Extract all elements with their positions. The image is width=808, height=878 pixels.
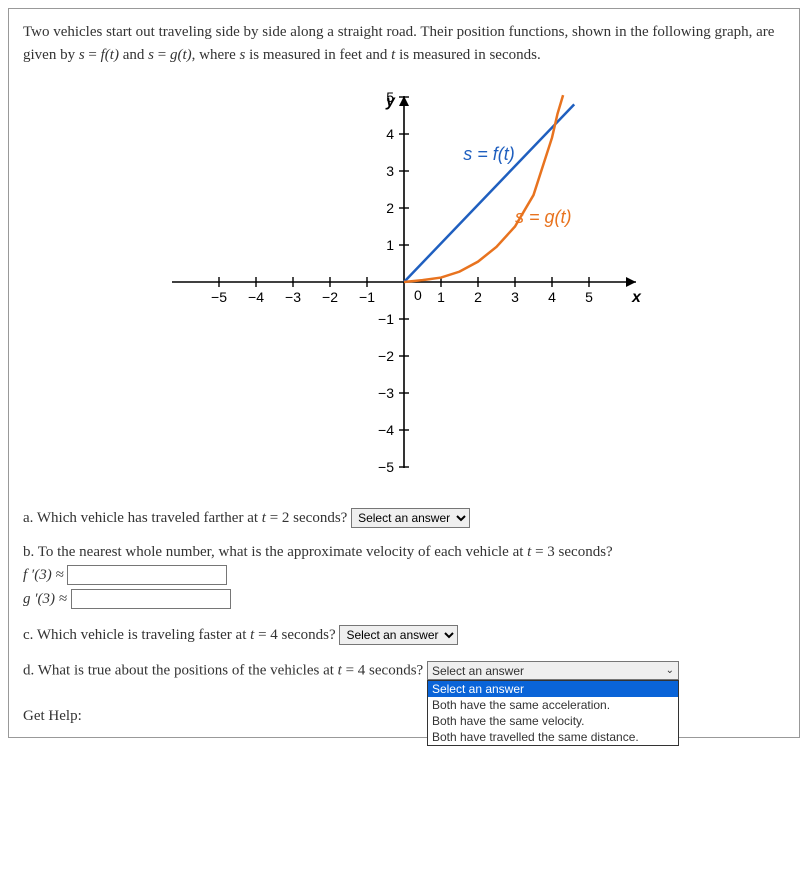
svg-text:s = g(t): s = g(t) (515, 207, 572, 227)
intro-and: and (119, 47, 148, 63)
question-c: c. Which vehicle is traveling faster at … (23, 625, 785, 645)
qd-option-list[interactable]: Select an answerBoth have the same accel… (427, 680, 679, 746)
qd-option[interactable]: Both have travelled the same distance. (428, 729, 678, 745)
svg-text:5: 5 (585, 289, 593, 305)
svg-text:−5: −5 (378, 459, 394, 475)
intro-text-4: is measured in seconds. (395, 47, 540, 63)
svg-text:0: 0 (414, 287, 422, 303)
qc-select[interactable]: Select an answer (339, 625, 458, 645)
qc-post: seconds? (278, 627, 340, 643)
qb-f-input[interactable] (67, 565, 227, 585)
qb-val: 3 (547, 544, 555, 560)
question-b: b. To the nearest whole number, what is … (23, 544, 785, 609)
qd-option[interactable]: Both have the same velocity. (428, 713, 678, 729)
svg-text:−3: −3 (285, 289, 301, 305)
qb-f-label: f ′(3) ≈ (23, 567, 64, 583)
svg-text:−1: −1 (378, 311, 394, 327)
svg-text:4: 4 (386, 126, 394, 142)
problem-container: Two vehicles start out traveling side by… (8, 8, 800, 738)
graph-area: −5−4−3−2−112345−5−4−3−2−1123450xys = f(t… (23, 86, 785, 478)
eq2-lhs: s (148, 47, 154, 63)
svg-text:−5: −5 (211, 289, 227, 305)
eq1-rhs: f(t) (101, 47, 119, 63)
question-d: d. What is true about the positions of t… (23, 661, 785, 680)
qa-pre: a. Which vehicle has traveled farther at (23, 510, 262, 526)
svg-text:−1: −1 (359, 289, 375, 305)
svg-text:3: 3 (511, 289, 519, 305)
qc-pre: c. Which vehicle is traveling faster at (23, 627, 250, 643)
svg-text:2: 2 (474, 289, 482, 305)
chevron-down-icon: ⌄ (666, 665, 674, 676)
eq1-lhs: s (79, 47, 85, 63)
svg-text:s = f(t): s = f(t) (463, 144, 515, 164)
svg-text:−2: −2 (322, 289, 338, 305)
qd-var: t (338, 663, 342, 679)
svg-text:−3: −3 (378, 385, 394, 401)
svg-text:−4: −4 (248, 289, 264, 305)
eq2-rhs: g(t) (170, 47, 192, 63)
qd-post: seconds? (365, 663, 427, 679)
qb-g-label: g ′(3) ≈ (23, 591, 67, 607)
qa-var: t (262, 510, 266, 526)
svg-text:x: x (631, 289, 642, 306)
position-graph: −5−4−3−2−112345−5−4−3−2−1123450xys = f(t… (162, 86, 646, 478)
qb-var: t (527, 544, 531, 560)
svg-text:2: 2 (386, 200, 394, 216)
question-a: a. Which vehicle has traveled farther at… (23, 508, 785, 528)
qd-option[interactable]: Select an answer (428, 681, 678, 697)
qb-pre: b. To the nearest whole number, what is … (23, 544, 527, 560)
qd-option[interactable]: Both have the same acceleration. (428, 697, 678, 713)
qc-var: t (250, 627, 254, 643)
qd-selected-text: Select an answer (432, 664, 524, 678)
svg-text:−2: −2 (378, 348, 394, 364)
svg-text:1: 1 (386, 237, 394, 253)
qa-select[interactable]: Select an answer (351, 508, 470, 528)
intro-text-3: is measured in feet and (245, 47, 391, 63)
qb-g-input[interactable] (71, 589, 231, 609)
qd-pre: d. What is true about the positions of t… (23, 663, 338, 679)
qa-post: seconds? (289, 510, 351, 526)
svg-text:1: 1 (437, 289, 445, 305)
qc-val: 4 (270, 627, 278, 643)
intro-text-2: , where (192, 47, 240, 63)
qd-select[interactable]: Select an answer ⌄ Select an answerBoth … (427, 661, 679, 680)
svg-text:−4: −4 (378, 422, 394, 438)
svg-text:y: y (385, 93, 396, 110)
problem-statement: Two vehicles start out traveling side by… (23, 21, 785, 66)
svg-text:4: 4 (548, 289, 556, 305)
qb-post: seconds? (555, 544, 613, 560)
svg-text:3: 3 (386, 163, 394, 179)
